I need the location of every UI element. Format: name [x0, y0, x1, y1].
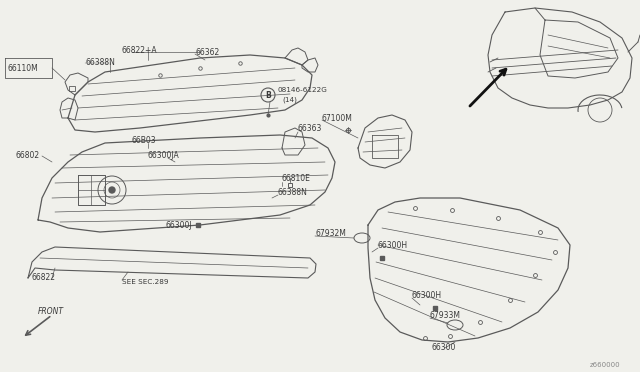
Text: 66388N: 66388N — [85, 58, 115, 67]
Text: 66362: 66362 — [195, 48, 220, 57]
Text: 67100M: 67100M — [322, 113, 353, 122]
Circle shape — [109, 187, 115, 193]
Text: z660000: z660000 — [590, 362, 621, 368]
Text: FRONT: FRONT — [38, 308, 64, 317]
Text: 08146-6122G: 08146-6122G — [278, 87, 328, 93]
Text: 66363: 66363 — [298, 124, 323, 132]
Text: 66110M: 66110M — [8, 64, 39, 73]
Text: 67932M: 67932M — [315, 228, 346, 237]
Text: 66300H: 66300H — [378, 241, 408, 250]
Text: 66810E: 66810E — [282, 173, 311, 183]
Bar — [69, 86, 75, 91]
Text: 66388N: 66388N — [278, 187, 308, 196]
Text: 66300: 66300 — [432, 343, 456, 353]
Text: (14): (14) — [282, 97, 297, 103]
Text: 66300JA: 66300JA — [148, 151, 180, 160]
Text: 66300H: 66300H — [412, 291, 442, 299]
Text: 66822: 66822 — [32, 273, 56, 282]
Text: 66300J: 66300J — [165, 221, 191, 230]
Text: SEE SEC.289: SEE SEC.289 — [122, 279, 168, 285]
Text: 66B03: 66B03 — [132, 135, 157, 144]
Text: B: B — [265, 90, 271, 99]
Text: 67933M: 67933M — [430, 311, 461, 320]
Text: 66822+A: 66822+A — [122, 45, 157, 55]
Text: 66802: 66802 — [15, 151, 39, 160]
